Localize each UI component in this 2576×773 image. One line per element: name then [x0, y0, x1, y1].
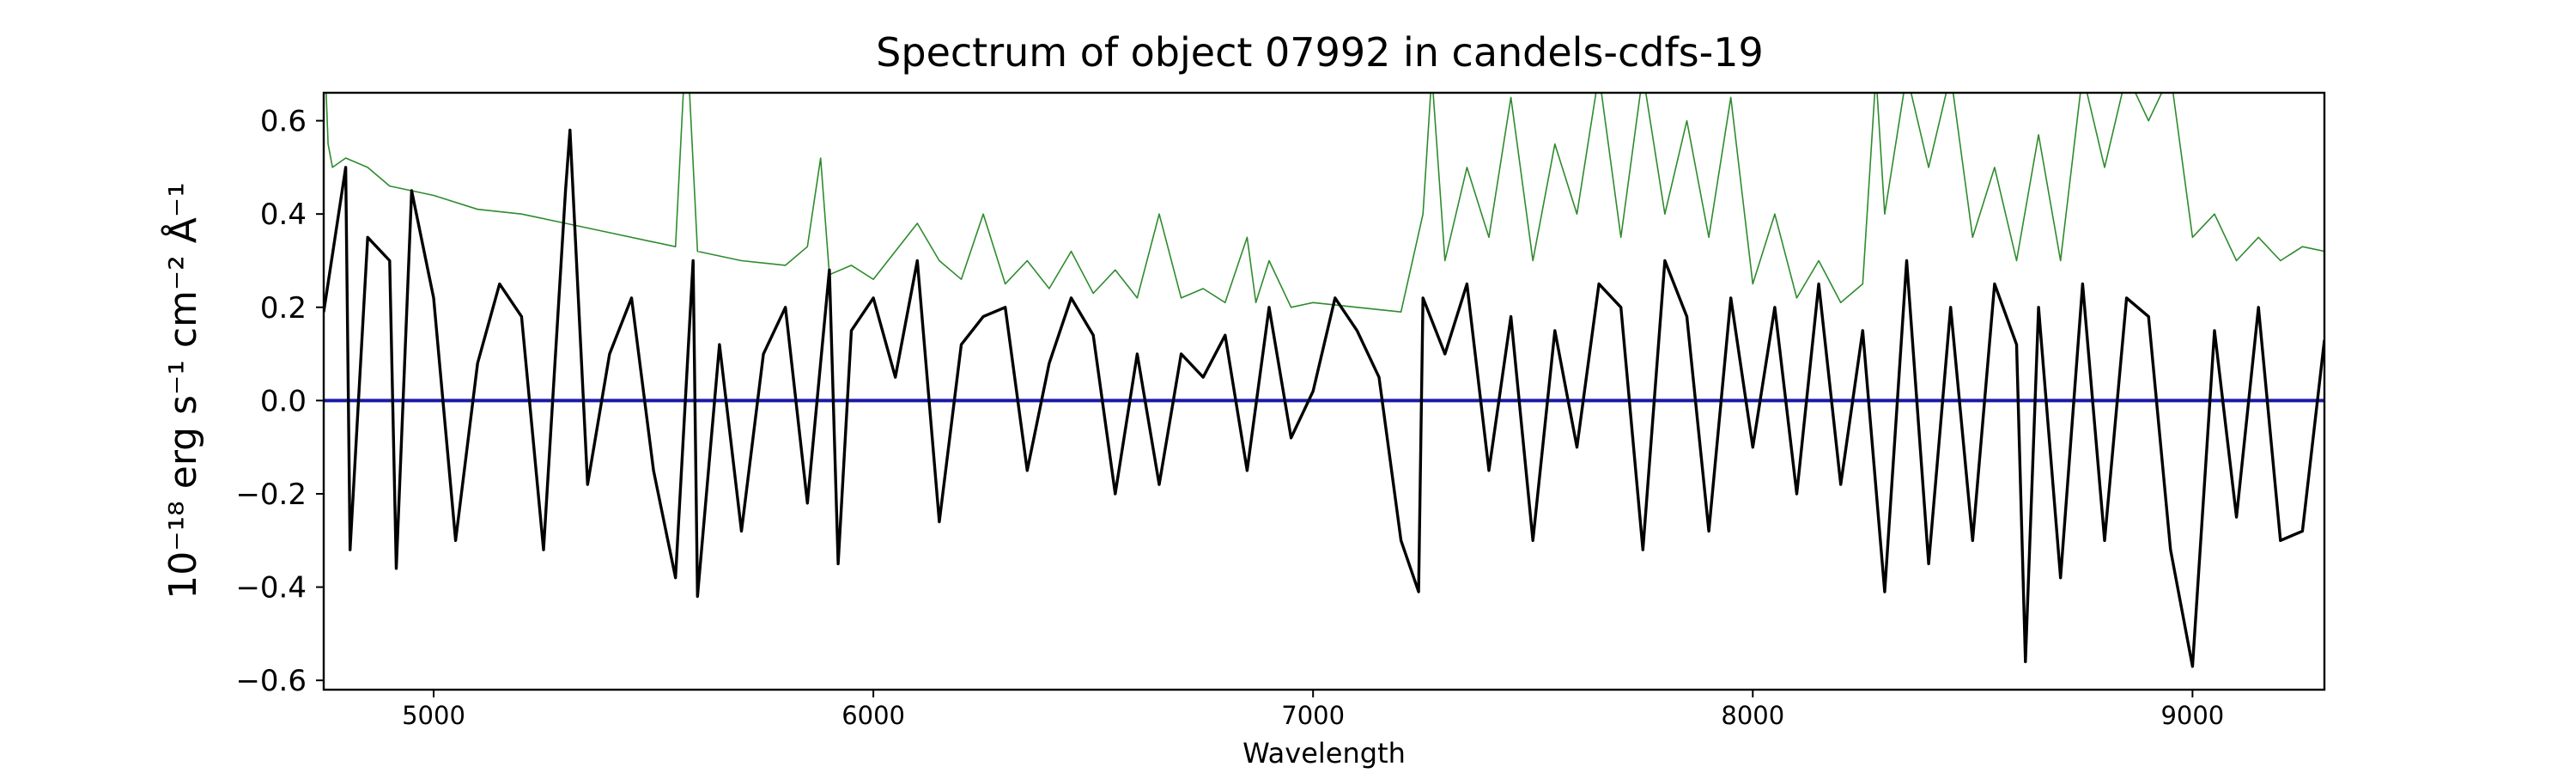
y-tick-label: 0.2: [260, 291, 307, 326]
plot-frame: [322, 91, 2326, 691]
y-tick-label: −0.2: [235, 478, 307, 512]
plot-area: [324, 93, 2324, 668]
x-tick-label: 6000: [841, 701, 905, 730]
x-axis-label: Wavelength: [1242, 737, 1406, 770]
x-tick-label: 5000: [402, 701, 465, 730]
y-tick-label: 0.0: [260, 384, 307, 418]
y-tick-label: −0.6: [235, 664, 307, 698]
flux-series-line: [324, 128, 2324, 668]
chart-title: Spectrum of object 07992 in candels-cdfs…: [876, 29, 1764, 76]
x-tick-label: 7000: [1281, 701, 1345, 730]
x-tick-label: 9000: [2160, 701, 2224, 730]
y-tick-label: 0.4: [260, 198, 307, 232]
y-tick-label: 0.6: [260, 105, 307, 139]
y-axis-label: 10⁻¹⁸ erg s⁻¹ cm⁻² Å⁻¹: [160, 182, 205, 599]
axes: 5000 6000 7000 8000 9000 −0.6 −0.4 −0.2 0.0 0.2 0.…: [235, 105, 2224, 730]
y-tick-label: −0.4: [235, 571, 307, 606]
x-tick-label: 8000: [1721, 701, 1784, 730]
error-series-line: [325, 93, 2324, 313]
